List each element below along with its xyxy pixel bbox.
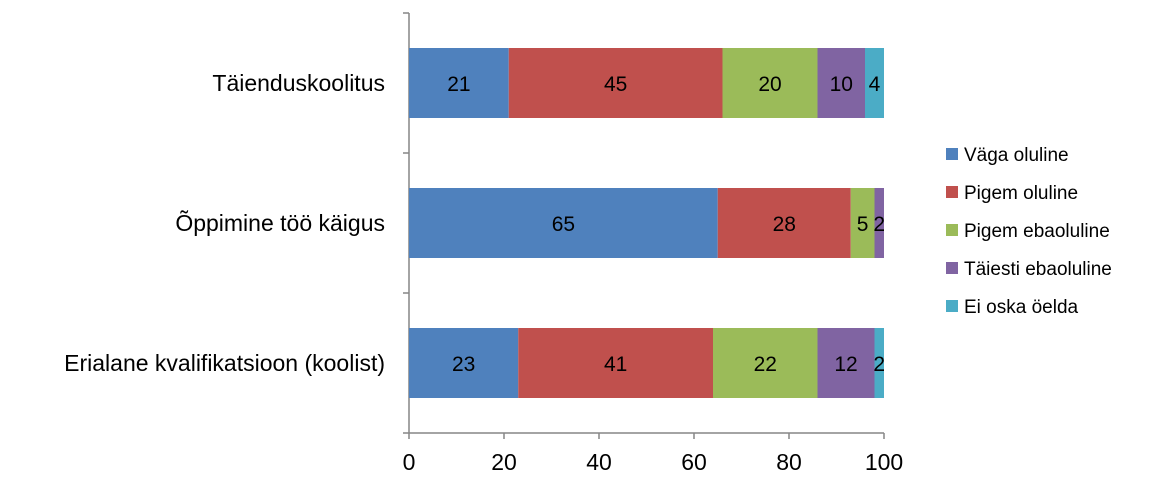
bar-segment	[865, 48, 884, 118]
legend-label: Pigem ebaoluline	[964, 221, 1110, 242]
bar-segment	[817, 328, 875, 398]
category-label: Täienduskoolitus	[212, 70, 385, 96]
data-label: 45	[604, 73, 627, 96]
bar-segment	[713, 328, 818, 398]
data-label: 12	[834, 353, 857, 376]
x-tick-label: 20	[491, 449, 517, 475]
category-label: Erialane kvalifikatsioon (koolist)	[64, 350, 385, 376]
x-tick-label: 80	[776, 449, 802, 475]
data-label: 28	[773, 213, 796, 236]
data-label: 5	[857, 213, 869, 236]
x-tick-label: 0	[403, 449, 416, 475]
bar-segment	[817, 48, 865, 118]
bar-segment	[409, 188, 718, 258]
legend-label: Täiesti ebaoluline	[964, 259, 1112, 280]
bar-segment	[874, 328, 884, 398]
data-label: 10	[830, 73, 853, 96]
data-label: 4	[869, 73, 881, 96]
bar-segment	[409, 48, 509, 118]
data-label: 20	[758, 73, 781, 96]
bar-segment	[722, 48, 818, 118]
data-label: 2	[873, 353, 885, 376]
axes: 0 20 40 60 80 100	[403, 12, 903, 475]
bar-segment	[508, 48, 723, 118]
bars	[409, 48, 884, 398]
labels: Täienduskoolitus 21 45 20 10 4 Õppimine töö kä…	[64, 70, 885, 376]
legend-swatch	[946, 186, 958, 198]
data-label: 2	[873, 213, 885, 236]
data-label: 22	[754, 353, 777, 376]
legend-swatch	[946, 148, 958, 160]
category-label: Õppimine töö käigus	[175, 209, 385, 236]
bar-segment	[518, 328, 713, 398]
data-label: 41	[604, 353, 627, 376]
bar-segment	[717, 188, 851, 258]
bar-segment	[850, 188, 875, 258]
bar-segment	[874, 188, 884, 258]
x-tick-label: 60	[681, 449, 707, 475]
legend-label: Väga oluline	[964, 145, 1069, 166]
data-label: 65	[552, 213, 575, 236]
legend: Väga oluline Pigem oluline Pigem ebaolulin…	[946, 145, 1112, 318]
legend-label: Pigem oluline	[964, 183, 1078, 204]
legend-label: Ei oska öelda	[964, 297, 1079, 318]
data-label: 21	[447, 73, 470, 96]
x-tick-label: 40	[586, 449, 612, 475]
legend-swatch	[946, 262, 958, 274]
bar-segment	[409, 328, 519, 398]
legend-swatch	[946, 300, 958, 312]
legend-swatch	[946, 224, 958, 236]
x-tick-label: 100	[865, 449, 903, 475]
data-label: 23	[452, 353, 475, 376]
